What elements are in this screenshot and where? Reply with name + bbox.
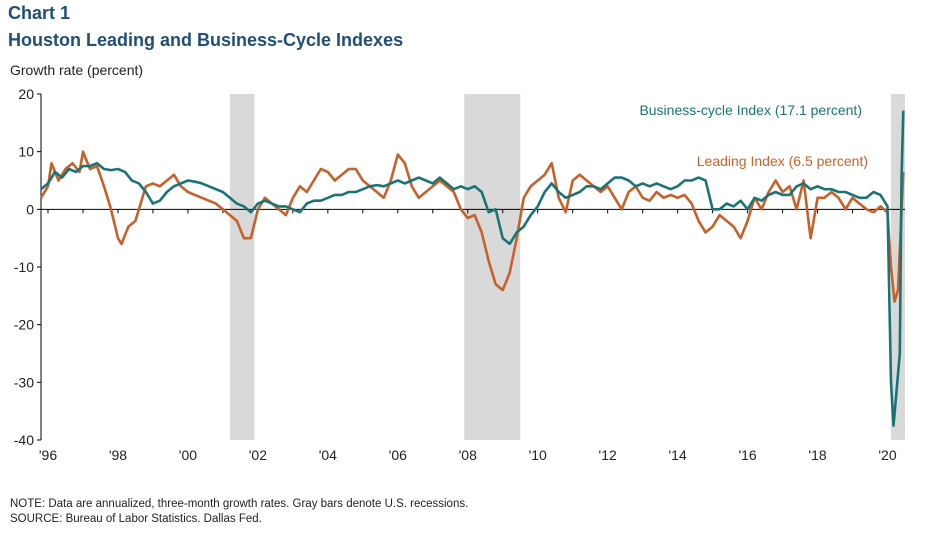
y-tick-label: 10 [18, 144, 34, 160]
x-tick-label: '96 [39, 447, 57, 463]
y-tick-label: 20 [18, 86, 34, 102]
legend: Business-cycle Index (17.1 percent) Lead… [639, 102, 868, 169]
x-tick-label: '18 [808, 447, 826, 463]
chart-number: Chart 1 [8, 3, 71, 23]
legend-leading-index: Leading Index (6.5 percent) [697, 153, 868, 169]
chart-source: SOURCE: Bureau of Labor Statistics. Dall… [10, 513, 262, 525]
y-tick-label: -40 [14, 432, 34, 448]
x-tick-label: '98 [109, 447, 127, 463]
axes: 20 10 0 -10 -20 -30 -40 '96 '98 '00 '02 '04 '06 '08 '1… [14, 86, 905, 463]
x-tick-label: '16 [738, 447, 756, 463]
legend-business-cycle: Business-cycle Index (17.1 percent) [639, 102, 862, 118]
x-tick-label: '10 [529, 447, 547, 463]
x-tick-label: '02 [249, 447, 267, 463]
y-axis-label: Growth rate (percent) [10, 62, 144, 78]
x-tick-label: '08 [459, 447, 477, 463]
y-tick-label: -30 [14, 374, 34, 390]
x-tick-label: '12 [599, 447, 617, 463]
x-tick-label: '20 [878, 447, 896, 463]
recession-bars [229, 94, 905, 440]
chart-title: Houston Leading and Business-Cycle Index… [8, 30, 404, 50]
recession-bar-0 [229, 94, 255, 440]
x-tick-label: '06 [389, 447, 407, 463]
business-cycle-index-line [40, 110, 905, 427]
x-tick-label: '04 [319, 447, 337, 463]
y-tick-label: -10 [14, 259, 34, 275]
chart-note: NOTE: Data are annualized, three-month g… [10, 498, 469, 510]
y-tick-label: -20 [14, 317, 34, 333]
y-tick-label: 0 [26, 201, 34, 217]
series-lines [39, 110, 905, 427]
x-tick-label: '00 [179, 447, 197, 463]
x-tick-label: '14 [669, 447, 687, 463]
